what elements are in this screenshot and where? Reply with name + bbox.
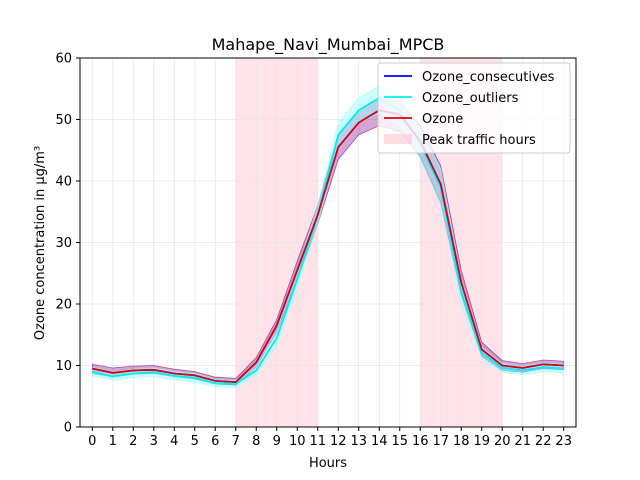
legend-label: Peak traffic hours — [422, 133, 536, 148]
y-axis-label: Ozone concentration in µg/m³ — [33, 146, 48, 340]
y-tick-label: 40 — [55, 175, 72, 190]
x-tick-label: 11 — [309, 434, 326, 449]
x-tick-label: 9 — [273, 434, 281, 449]
confidence-band-ozone-outliers — [91, 85, 565, 389]
x-tick-label: 10 — [289, 434, 306, 449]
legend-box — [377, 62, 571, 154]
y-tick-label: 30 — [55, 236, 72, 251]
x-tick-label: 19 — [473, 434, 490, 449]
series-line-ozone-outliers — [92, 96, 564, 385]
legend-label: Ozone_outliers — [422, 91, 519, 106]
y-tick-label: 0 — [64, 421, 72, 436]
x-tick-label: 3 — [150, 434, 158, 449]
legend-label: Ozone_consecutives — [422, 70, 555, 85]
x-tick-label: 23 — [555, 434, 572, 449]
x-tick-label: 12 — [330, 434, 347, 449]
y-tick-label: 50 — [55, 113, 72, 128]
x-tick-label: 1 — [109, 434, 117, 449]
x-axis-label: Hours — [309, 456, 347, 471]
series-line-ozone — [92, 109, 564, 383]
x-tick-label: 22 — [535, 434, 552, 449]
y-tick-label: 20 — [55, 298, 72, 313]
x-tick-label: 17 — [432, 434, 449, 449]
x-tick-label: 18 — [453, 434, 470, 449]
legend: Ozone_consecutives Ozone_outliers Ozone Pea… — [377, 62, 571, 154]
x-tick-label: 20 — [494, 434, 511, 449]
legend-swatch-peak-traffic-hours — [384, 134, 412, 144]
x-tick-label: 15 — [391, 434, 408, 449]
x-tick-label: 8 — [252, 434, 260, 449]
x-tick-label: 5 — [191, 434, 199, 449]
x-tick-label: 6 — [211, 434, 219, 449]
x-tick-label: 21 — [514, 434, 531, 449]
legend-label: Ozone — [422, 112, 463, 127]
x-tick-label: 14 — [371, 434, 388, 449]
y-tick-label: 10 — [55, 359, 72, 374]
y-tick-label: 60 — [55, 52, 72, 67]
x-tick-label: 16 — [412, 434, 429, 449]
x-tick-label: 13 — [350, 434, 367, 449]
x-tick-label: 2 — [129, 434, 137, 449]
x-tick-label: 4 — [170, 434, 178, 449]
x-tick-label: 0 — [88, 434, 96, 449]
x-tick-label: 7 — [232, 434, 240, 449]
chart-title: Mahape_Navi_Mumbai_MPCB — [212, 35, 445, 55]
